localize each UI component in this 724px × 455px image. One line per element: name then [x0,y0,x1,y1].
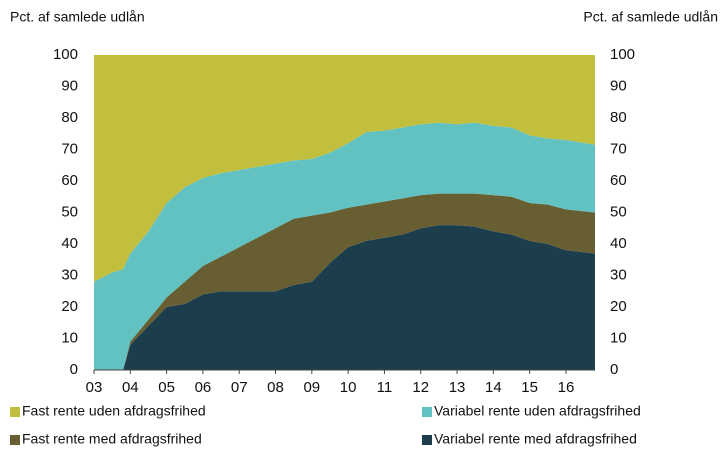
legend-swatch [422,407,432,417]
legend-label: Fast rente uden afdragsfrihed [22,403,206,419]
y2-tick-label: 100 [610,46,635,63]
x-tick-label: 13 [449,379,466,396]
y2-tick-label: 60 [610,172,627,189]
x-tick-label: 04 [122,379,139,396]
area [94,122,595,370]
x-tick-label: 07 [231,379,248,396]
y2-tick-label: 30 [610,266,627,283]
legend-label: Variabel rente med afdragsfrihed [434,431,637,447]
y2-tick-label: 50 [610,203,627,220]
x-tick-label: 06 [195,379,212,396]
y2-tick-label: 20 [610,298,627,315]
y-tick-label: 70 [61,140,78,157]
x-tick-label: 11 [377,379,393,396]
y-tick-label: 30 [61,266,78,283]
area [94,55,595,282]
x-tick-label: 09 [303,379,320,396]
x-tick-label: 10 [340,379,357,396]
legend-label: Variabel rente uden afdragsfrihed [434,403,641,419]
y2-tick-label: 70 [610,140,627,157]
y2-tick-label: 40 [610,235,627,252]
legend-swatch [10,435,20,445]
x-tick-label: 03 [86,379,103,396]
area [94,225,595,370]
y-tick-label: 90 [61,77,78,94]
x-tick-label: 08 [267,379,284,396]
x-tick-label: 15 [521,379,538,396]
y-tick-label: 40 [61,235,78,252]
legend-swatch [422,435,432,445]
x-tick-label: 16 [558,379,575,396]
legend-label: Fast rente med afdragsfrihed [22,431,202,447]
y2-tick-label: 10 [610,329,627,346]
y2-tick-label: 80 [610,109,627,126]
y-tick-label: 20 [61,298,78,315]
x-tick-label: 12 [412,379,429,396]
y-tick-label: 60 [61,172,78,189]
y-tick-label: 10 [61,329,78,346]
y2-tick-label: 0 [610,361,618,378]
y-tick-label: 80 [61,109,78,126]
legend-swatch [10,407,20,417]
y2-axis-label: Pct. af samlede udlån [583,9,718,25]
y-tick-label: 0 [70,361,78,378]
x-tick-label: 05 [158,379,175,396]
area [94,193,595,370]
y-axis-label: Pct. af samlede udlån [10,9,145,25]
y-tick-label: 50 [61,203,78,220]
y2-tick-label: 90 [610,77,627,94]
x-tick-label: 14 [485,379,502,396]
y-tick-label: 100 [53,46,78,63]
